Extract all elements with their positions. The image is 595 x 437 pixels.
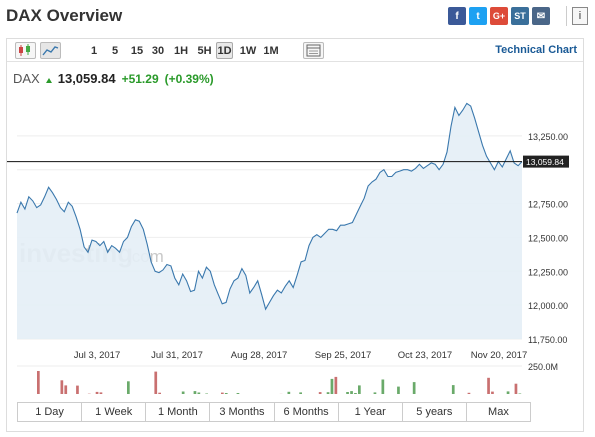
range-1-year[interactable]: 1 Year — [339, 403, 403, 421]
volume-bar — [518, 393, 522, 394]
x-tick-label: Sep 25, 2017 — [315, 350, 372, 361]
twitter-icon[interactable]: t — [469, 7, 487, 25]
chart-toolbar: 1 5 15 30 1H 5H 1D 1W 1M Technical Chart — [7, 39, 583, 62]
price-area-fill — [17, 103, 522, 340]
range-1-week[interactable]: 1 Week — [82, 403, 147, 421]
volume-bar — [154, 371, 158, 394]
volume-bar — [64, 385, 68, 394]
timeframe-15[interactable]: 15 — [130, 44, 144, 57]
quote-bar: DAX 13,059.84 +51.29 (+0.39%) — [13, 71, 214, 89]
range-3-months[interactable]: 3 Months — [210, 403, 275, 421]
y-tick-label: 12,000.00 — [528, 301, 568, 311]
chart-panel: 1 5 15 30 1H 5H 1D 1W 1M Technical Chart DAX 13,… — [6, 38, 584, 432]
line-chart-icon[interactable] — [40, 42, 61, 59]
x-tick-label: Aug 28, 2017 — [231, 350, 288, 361]
volume-bar — [354, 393, 357, 394]
y-tick-label: 12,250.00 — [528, 267, 568, 277]
x-tick-label: Nov 20, 2017 — [471, 350, 528, 361]
volume-bar — [236, 393, 240, 394]
volume-bar — [334, 376, 338, 394]
volume-bar — [451, 385, 455, 394]
y-tick-label: 12,500.00 — [528, 233, 568, 243]
volume-bar — [37, 371, 40, 394]
email-icon[interactable]: ✉ — [532, 7, 550, 25]
timeframe-1[interactable]: 1 — [90, 44, 98, 57]
range-1-month[interactable]: 1 Month — [146, 403, 211, 421]
price-chart[interactable]: 11,750.00 12,000.00 12,250.00 12,500.00 12,7… — [7, 94, 583, 394]
timeframe-1d[interactable]: 1D — [216, 42, 233, 59]
current-price-tag — [523, 155, 569, 168]
timeframe-30[interactable]: 30 — [151, 44, 165, 57]
quote-change: +51.29 — [121, 72, 159, 86]
volume-bar — [205, 393, 208, 394]
volume-bar — [491, 391, 494, 394]
volume-bar — [487, 377, 490, 394]
volume-bar — [412, 382, 416, 394]
volume-bar — [197, 392, 201, 394]
technical-chart-link[interactable]: Technical Chart — [495, 44, 577, 56]
volume-bar — [467, 392, 471, 394]
facebook-icon[interactable]: f — [448, 7, 466, 25]
header: DAX Overview f t G+ ST ✉ i — [0, 0, 595, 32]
range-5-years[interactable]: 5 years — [403, 403, 467, 421]
volume-bar — [318, 392, 322, 394]
volume-bar — [127, 381, 130, 394]
header-divider — [566, 6, 567, 26]
price-series-line — [16, 102, 523, 311]
volume-bar — [60, 380, 64, 394]
timeframe-5h[interactable]: 5H — [197, 44, 212, 57]
current-price-label: 13,059.84 — [526, 157, 564, 167]
x-tick-label: Jul 31, 2017 — [151, 350, 203, 361]
timeframe-1h[interactable]: 1H — [173, 44, 189, 57]
timeframe-1w[interactable]: 1W — [239, 44, 257, 57]
quote-last-price: 13,059.84 — [57, 71, 116, 86]
y-tick-label: 12,750.00 — [528, 200, 568, 210]
quote-symbol: DAX — [13, 71, 40, 86]
volume-bar — [326, 392, 330, 394]
volume-bar — [158, 392, 161, 394]
range-1-day[interactable]: 1 Day — [18, 403, 83, 421]
quote-change-percent: (+0.39%) — [164, 72, 214, 86]
candlestick-icon[interactable] — [15, 42, 36, 59]
social-share-bar: f t G+ ST ✉ — [448, 7, 550, 25]
info-icon[interactable]: i — [572, 7, 588, 25]
volume-bar — [299, 392, 302, 394]
volume-bar — [224, 393, 228, 394]
volume-bar — [350, 391, 353, 394]
volume-bar — [514, 383, 518, 394]
volume-bar — [397, 386, 400, 394]
range-max[interactable]: Max — [488, 406, 509, 418]
googleplus-icon[interactable]: G+ — [490, 7, 508, 25]
up-arrow-icon — [45, 78, 52, 83]
volume-bar — [346, 392, 349, 394]
volume-bar — [221, 392, 224, 394]
y-tick-label: 13,250.00 — [528, 132, 568, 142]
range-6-months[interactable]: 6 Months — [275, 403, 339, 421]
volume-bar — [99, 392, 103, 394]
timeframe-5[interactable]: 5 — [111, 44, 119, 57]
settings-panel-icon[interactable] — [303, 42, 324, 59]
y-tick-label: 11,750.00 — [528, 335, 567, 345]
volume-bar — [76, 385, 79, 394]
volume-bar — [287, 391, 291, 394]
volume-max-label: 250.0M — [528, 362, 558, 372]
page-title: DAX Overview — [6, 6, 123, 25]
volume-bar — [193, 391, 197, 394]
volume-bar — [381, 379, 385, 394]
volume-bar — [95, 391, 99, 394]
stocktwits-icon[interactable]: ST — [511, 7, 529, 25]
range-selector: 1 Day 1 Week 1 Month 3 Months 6 Months 1 Year… — [17, 402, 531, 422]
volume-bar — [506, 391, 510, 394]
x-tick-label: Jul 3, 2017 — [74, 350, 120, 361]
volume-bar — [330, 378, 334, 394]
volume-bar — [358, 385, 361, 394]
x-tick-label: Oct 23, 2017 — [398, 350, 452, 361]
volume-bar — [373, 392, 377, 394]
timeframe-1m[interactable]: 1M — [263, 44, 279, 57]
volume-bar — [181, 391, 185, 394]
